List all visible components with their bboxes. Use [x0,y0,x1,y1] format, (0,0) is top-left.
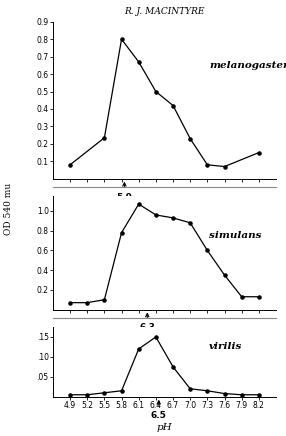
Text: pH: pH [157,422,172,432]
Text: virilis: virilis [209,342,243,351]
Text: simulans: simulans [209,232,262,240]
Text: 6.3: 6.3 [139,313,155,332]
Text: 6.5: 6.5 [151,401,167,420]
Text: R. J. MACINTYRE: R. J. MACINTYRE [124,7,205,16]
Text: 5.9: 5.9 [116,183,132,202]
Text: OD 540 mu: OD 540 mu [4,183,13,235]
Text: melanogaster: melanogaster [209,61,286,70]
